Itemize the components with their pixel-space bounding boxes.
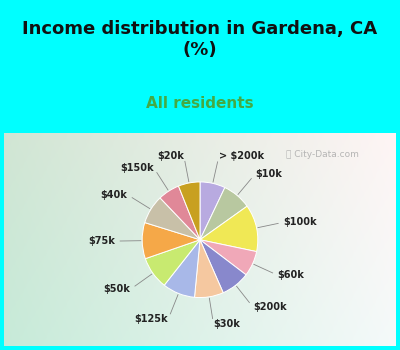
Text: All residents: All residents (146, 96, 254, 111)
Wedge shape (142, 223, 200, 259)
Wedge shape (145, 240, 200, 285)
Wedge shape (178, 182, 200, 240)
Wedge shape (200, 188, 247, 240)
Text: $125k: $125k (135, 314, 168, 324)
Text: $60k: $60k (278, 270, 304, 280)
Text: ⓘ City-Data.com: ⓘ City-Data.com (286, 150, 359, 159)
Wedge shape (200, 182, 225, 240)
Text: $200k: $200k (253, 302, 286, 312)
Wedge shape (160, 186, 200, 240)
Wedge shape (200, 206, 258, 252)
Text: $100k: $100k (284, 217, 317, 227)
Text: $20k: $20k (157, 151, 184, 161)
Wedge shape (194, 240, 223, 298)
Wedge shape (164, 240, 200, 297)
Text: $50k: $50k (104, 284, 130, 294)
Wedge shape (200, 240, 246, 293)
Text: $75k: $75k (88, 236, 115, 246)
Text: $30k: $30k (214, 319, 240, 329)
Text: $40k: $40k (100, 190, 128, 200)
Wedge shape (200, 240, 256, 275)
Wedge shape (145, 198, 200, 240)
Text: > $200k: > $200k (219, 152, 264, 161)
Text: $10k: $10k (255, 169, 282, 179)
Text: $150k: $150k (120, 163, 154, 173)
Text: Income distribution in Gardena, CA
(%): Income distribution in Gardena, CA (%) (22, 20, 378, 59)
